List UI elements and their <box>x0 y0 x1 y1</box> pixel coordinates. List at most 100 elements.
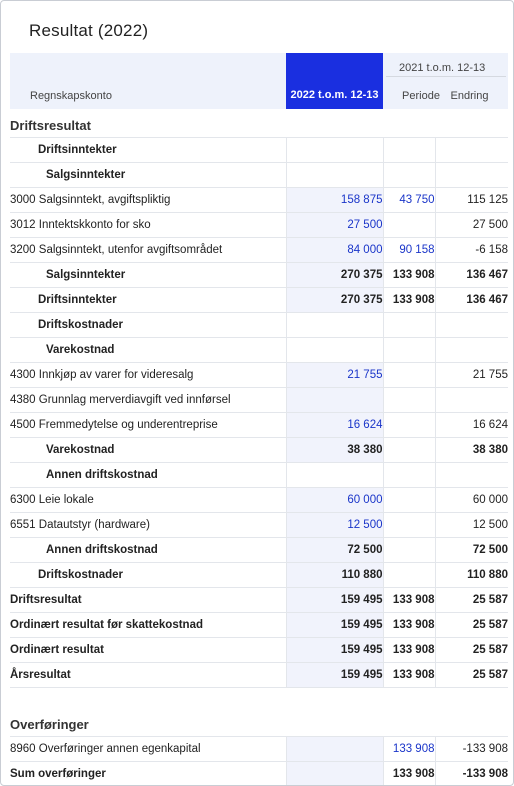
table-row: Overføringer <box>10 712 508 737</box>
value-current[interactable]: 158 875 <box>285 187 383 213</box>
table-row: Varekostnad <box>10 337 508 363</box>
value-change: 25 587 <box>434 612 508 638</box>
column-header-prev-year: 2021 t.o.m. 12-13 <box>399 62 486 74</box>
account-label: Driftsinntekter <box>10 137 286 163</box>
table-row: 4300 Innkjøp av varer for videresalg 21 7… <box>10 362 508 388</box>
value-period <box>382 312 435 338</box>
table-row: 4380 Grunnlag merverdiavgift ved innførs… <box>10 387 508 413</box>
value-period: 133 908 <box>382 262 435 288</box>
value-period <box>382 387 435 413</box>
table-row: 6551 Datautstyr (hardware) 12 500 12 500 <box>10 512 508 538</box>
table-row: 6300 Leie lokale 60 000 60 000 <box>10 487 508 513</box>
value-current: 159 495 <box>285 587 383 613</box>
table-header: Regnskapskonto 2021 t.o.m. 12-13 Periode… <box>10 53 508 109</box>
table-row: 8960 Overføringer annen egenkapital 133 9… <box>10 736 508 762</box>
table-row <box>10 688 508 713</box>
value-period <box>382 362 435 388</box>
value-change: 21 755 <box>434 362 508 388</box>
table-row: Ordinært resultat før skattekostnad 159 4… <box>10 612 508 638</box>
value-change: 25 587 <box>434 587 508 613</box>
value-current[interactable]: 16 624 <box>285 412 383 438</box>
value-period: 133 908 <box>382 761 435 785</box>
value-period <box>382 462 435 488</box>
value-period: 133 908 <box>382 662 435 688</box>
table-row: Driftskostnader <box>10 312 508 338</box>
section-title: Overføringer <box>10 712 286 737</box>
account-label: 4380 Grunnlag merverdiavgift ved innførs… <box>10 387 286 413</box>
value-period: 133 908 <box>382 587 435 613</box>
value-current: 159 495 <box>285 662 383 688</box>
value-change: 38 380 <box>434 437 508 463</box>
value-change: 115 125 <box>434 187 508 213</box>
account-label: 3200 Salgsinntekt, utenfor avgiftsområde… <box>10 237 286 263</box>
value-change <box>434 387 508 413</box>
table-row: 3200 Salgsinntekt, utenfor avgiftsområde… <box>10 237 508 263</box>
value-change: -133 908 <box>434 736 508 762</box>
header-divider <box>386 76 506 77</box>
column-header-change: Endring <box>450 90 489 102</box>
value-change: 136 467 <box>434 287 508 313</box>
table-row: 3012 Inntektskkonto for sko 27 500 27 500 <box>10 212 508 238</box>
value-current <box>285 312 383 338</box>
value-current <box>286 113 383 138</box>
account-label: Driftsinntekter <box>10 287 286 313</box>
value-current[interactable]: 60 000 <box>285 487 383 513</box>
table-row: Salgsinntekter 270 375 133 908 136 467 <box>10 262 508 288</box>
table-row: Driftsresultat 159 495 133 908 25 587 <box>10 587 508 613</box>
value-change: 72 500 <box>434 537 508 563</box>
column-header-account: Regnskapskonto <box>30 90 112 102</box>
value-period <box>383 712 435 737</box>
table-row: 3000 Salgsinntekt, avgiftspliktig 158 875… <box>10 187 508 213</box>
value-current <box>285 761 383 785</box>
value-change: -133 908 <box>434 761 508 785</box>
account-label: Sum overføringer <box>10 761 286 785</box>
account-label: Driftsresultat <box>10 587 286 613</box>
value-current[interactable]: 21 755 <box>285 362 383 388</box>
value-change <box>435 712 508 737</box>
value-period[interactable]: 133 908 <box>382 736 435 762</box>
value-current: 72 500 <box>285 537 383 563</box>
value-change: 110 880 <box>434 562 508 588</box>
value-current: 270 375 <box>285 262 383 288</box>
value-current: 38 380 <box>285 437 383 463</box>
value-current <box>285 137 383 163</box>
account-label: 3012 Inntektskkonto for sko <box>10 212 286 238</box>
value-current[interactable]: 84 000 <box>285 237 383 263</box>
value-current <box>285 736 383 762</box>
account-label: Salgsinntekter <box>10 262 286 288</box>
account-label: Driftskostnader <box>10 312 286 338</box>
column-header-current[interactable]: 2022 t.o.m. 12-13 <box>286 53 383 109</box>
value-change: 136 467 <box>434 262 508 288</box>
page-title: Resultat (2022) <box>29 21 149 40</box>
value-change: -6 158 <box>434 237 508 263</box>
table-row: Varekostnad 38 380 38 380 <box>10 437 508 463</box>
value-current[interactable]: 12 500 <box>285 512 383 538</box>
account-label: Varekostnad <box>10 337 286 363</box>
table-row: Annen driftskostnad 72 500 72 500 <box>10 537 508 563</box>
value-change <box>434 462 508 488</box>
table-row: Sum overføringer 133 908 -133 908 <box>10 761 508 785</box>
value-period[interactable]: 43 750 <box>382 187 435 213</box>
table-row: 4500 Fremmedytelse og underentreprise 16 … <box>10 412 508 438</box>
value-current <box>286 712 383 737</box>
value-period <box>382 212 435 238</box>
table-row: Driftsinntekter <box>10 137 508 163</box>
value-current: 159 495 <box>285 612 383 638</box>
column-header-current-label: 2022 t.o.m. 12-13 <box>290 89 379 101</box>
value-period <box>382 487 435 513</box>
value-change: 25 587 <box>434 637 508 663</box>
value-current: 110 880 <box>285 562 383 588</box>
result-table: Driftsresultat Driftsinntekter Salgsinntek… <box>10 113 508 785</box>
value-change: 25 587 <box>434 662 508 688</box>
value-change <box>434 312 508 338</box>
value-period: 133 908 <box>382 637 435 663</box>
value-change <box>434 137 508 163</box>
value-current[interactable]: 27 500 <box>285 212 383 238</box>
table-row: Ordinært resultat 159 495 133 908 25 587 <box>10 637 508 663</box>
value-period[interactable]: 90 158 <box>382 237 435 263</box>
account-label: Driftskostnader <box>10 562 286 588</box>
value-current: 159 495 <box>285 637 383 663</box>
value-current <box>285 162 383 188</box>
value-change: 60 000 <box>434 487 508 513</box>
value-current <box>285 387 383 413</box>
